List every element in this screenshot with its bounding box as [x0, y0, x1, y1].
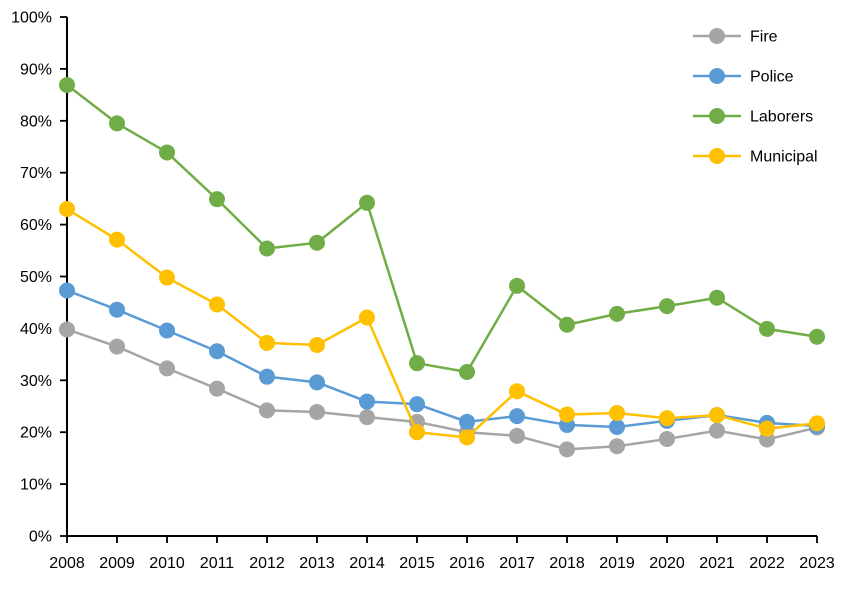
- y-tick-label: 50%: [20, 269, 52, 286]
- series-line-police: [66, 289, 818, 429]
- x-tick-label: 2011: [200, 555, 235, 572]
- x-tick-label: 2010: [149, 555, 185, 572]
- data-point-municipal-2008: [59, 201, 75, 218]
- y-tick-label: 40%: [20, 321, 52, 338]
- data-point-laborers-2009: [109, 115, 125, 132]
- data-point-fire-2021: [709, 422, 725, 439]
- data-point-laborers-2022: [759, 320, 775, 337]
- y-tick-label: 80%: [20, 113, 52, 130]
- data-point-fire-2014: [359, 409, 375, 426]
- data-point-police-2012: [259, 368, 275, 385]
- y-tick-label: 100%: [11, 10, 52, 27]
- data-point-police-2009: [109, 301, 125, 318]
- legend-label-police: Police: [750, 69, 794, 86]
- data-point-fire-2019: [609, 438, 625, 455]
- data-point-laborers-2018: [559, 316, 575, 333]
- data-point-police-2017: [509, 408, 525, 425]
- data-point-fire-2008: [59, 321, 75, 338]
- legend-label-fire: Fire: [750, 29, 778, 46]
- data-point-municipal-2009: [109, 231, 125, 248]
- data-point-laborers-2019: [609, 305, 625, 322]
- data-point-fire-2012: [259, 402, 275, 419]
- data-point-fire-2018: [559, 441, 575, 458]
- data-point-laborers-2017: [509, 277, 525, 294]
- data-point-municipal-2023: [809, 415, 825, 432]
- y-tick-label: 10%: [20, 477, 52, 494]
- legend-label-laborers: Laborers: [750, 109, 813, 126]
- data-point-laborers-2015: [409, 355, 425, 372]
- data-point-fire-2011: [209, 380, 225, 397]
- data-point-fire-2013: [309, 403, 325, 420]
- x-tick-label: 2008: [49, 555, 85, 572]
- y-tick-label: 60%: [20, 217, 52, 234]
- y-tick-label: 20%: [20, 425, 52, 442]
- data-point-police-2010: [159, 322, 175, 339]
- data-point-police-2013: [309, 374, 325, 391]
- data-point-municipal-2010: [159, 269, 175, 286]
- series-line-municipal: [66, 207, 818, 439]
- series-line-laborers: [66, 83, 818, 374]
- data-point-municipal-2012: [259, 334, 275, 351]
- data-point-laborers-2023: [809, 328, 825, 345]
- data-point-municipal-2022: [759, 420, 775, 437]
- data-point-laborers-2010: [159, 144, 175, 161]
- x-tick-label: 2021: [699, 555, 735, 572]
- x-tick-label: 2017: [499, 555, 535, 572]
- legend-label-municipal: Municipal: [750, 149, 818, 166]
- data-point-laborers-2012: [259, 240, 275, 257]
- series-line-fire: [66, 328, 818, 451]
- data-point-fire-2020: [659, 430, 675, 447]
- data-point-municipal-2020: [659, 410, 675, 427]
- data-point-laborers-2020: [659, 298, 675, 315]
- y-tick-label: 90%: [20, 61, 52, 78]
- legend-marker-fire: [709, 28, 725, 44]
- data-point-fire-2010: [159, 360, 175, 377]
- x-tick-label: 2023: [799, 555, 835, 572]
- data-point-municipal-2021: [709, 407, 725, 424]
- data-point-municipal-2018: [559, 406, 575, 423]
- data-point-laborers-2021: [709, 289, 725, 306]
- data-point-laborers-2013: [309, 234, 325, 251]
- x-tick-label: 2016: [449, 555, 485, 572]
- x-tick-label: 2009: [99, 555, 135, 572]
- x-tick-label: 2013: [299, 555, 335, 572]
- data-point-laborers-2011: [209, 191, 225, 208]
- data-point-municipal-2017: [509, 383, 525, 400]
- y-tick-label: 30%: [20, 373, 52, 390]
- data-point-municipal-2013: [309, 337, 325, 354]
- legend-marker-police: [709, 68, 725, 84]
- data-point-municipal-2019: [609, 404, 625, 421]
- data-point-fire-2017: [509, 427, 525, 444]
- x-tick-label: 2012: [249, 555, 285, 572]
- data-point-municipal-2014: [359, 309, 375, 326]
- data-point-police-2014: [359, 393, 375, 410]
- legend-marker-laborers: [709, 108, 725, 124]
- x-tick-label: 2022: [749, 555, 785, 572]
- x-tick-label: 2020: [649, 555, 685, 572]
- data-point-fire-2009: [109, 338, 125, 355]
- x-tick-label: 2019: [599, 555, 635, 572]
- data-point-municipal-2011: [209, 296, 225, 313]
- x-tick-label: 2014: [349, 555, 385, 572]
- data-point-laborers-2014: [359, 194, 375, 211]
- data-point-police-2019: [609, 419, 625, 436]
- data-point-police-2011: [209, 343, 225, 360]
- y-tick-label: 70%: [20, 165, 52, 182]
- x-tick-label: 2018: [549, 555, 585, 572]
- data-point-police-2015: [409, 396, 425, 413]
- data-point-municipal-2016: [459, 429, 475, 446]
- x-tick-label: 2015: [399, 555, 435, 572]
- data-point-laborers-2008: [59, 76, 75, 93]
- y-tick-label: 0%: [29, 529, 52, 546]
- data-point-municipal-2015: [409, 424, 425, 441]
- data-point-police-2016: [459, 413, 475, 430]
- data-point-laborers-2016: [459, 363, 475, 380]
- data-point-police-2008: [59, 282, 75, 299]
- legend-marker-municipal: [709, 148, 725, 164]
